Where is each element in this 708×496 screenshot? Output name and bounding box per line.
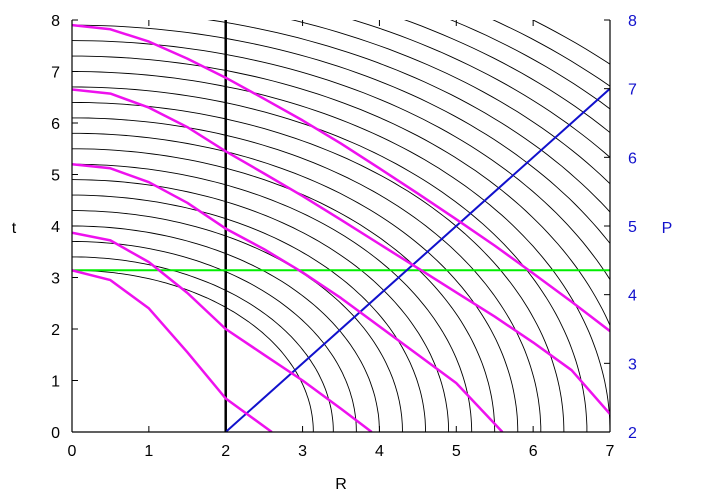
plot-area <box>72 20 610 432</box>
y-right-tick-label: 5 <box>628 219 637 236</box>
y-left-tick-label: 0 <box>51 425 60 442</box>
y-left-tick-label: 1 <box>51 374 60 391</box>
y-right-tick-label: 4 <box>628 288 637 305</box>
x-tick-label: 4 <box>375 443 384 460</box>
arc-0 <box>72 269 314 432</box>
y-left-tick-label: 7 <box>51 65 60 82</box>
arc-14 <box>72 55 610 327</box>
arc-22 <box>492 20 610 87</box>
x-tick-label: 3 <box>298 443 307 460</box>
arc-18 <box>290 20 610 185</box>
arc-12 <box>72 86 588 432</box>
arc-1 <box>72 256 334 432</box>
arc-3 <box>72 225 380 432</box>
magenta-curve-6 <box>72 88 610 415</box>
x-tick-label: 1 <box>144 443 153 460</box>
arc-15 <box>72 40 610 281</box>
arc-10 <box>72 117 542 432</box>
arc-17 <box>207 20 610 213</box>
y-left-tick-label: 8 <box>51 13 60 30</box>
arc-7 <box>72 163 473 432</box>
x-tick-label: 7 <box>606 443 615 460</box>
y-left-tick-label: 3 <box>51 271 60 288</box>
arc-19 <box>352 20 610 158</box>
arc-23 <box>532 20 610 65</box>
arc-20 <box>403 20 610 134</box>
magenta-curve-7 <box>72 23 610 333</box>
arc-8 <box>72 148 496 432</box>
arc-11 <box>72 101 565 432</box>
arc-21 <box>450 20 610 110</box>
plot-content <box>72 20 610 432</box>
magenta-curve-4 <box>72 231 373 432</box>
y-right-tick-label: 6 <box>628 150 637 167</box>
y-axis-left-label: t <box>12 220 17 237</box>
arc-5 <box>72 194 426 432</box>
y-axis-right-label: P <box>662 220 673 237</box>
y-left-tick-label: 4 <box>51 219 60 236</box>
blue-line <box>225 87 610 432</box>
x-tick-label: 6 <box>529 443 538 460</box>
y-right-tick-label: 8 <box>628 13 637 30</box>
arc-16 <box>72 24 610 245</box>
arc-2 <box>72 240 357 432</box>
arc-9 <box>72 132 519 432</box>
arc-6 <box>72 179 450 432</box>
x-axis-label: R <box>335 476 347 493</box>
arc-13 <box>72 71 610 432</box>
y-left-tick-label: 5 <box>51 168 60 185</box>
arc-4 <box>72 210 403 432</box>
x-tick-label: 0 <box>68 443 77 460</box>
y-right-tick-label: 3 <box>628 356 637 373</box>
y-left-tick-label: 2 <box>51 322 60 339</box>
magenta-curve-3 <box>72 269 273 432</box>
magenta-curve-5 <box>72 162 504 432</box>
y-right-tick-label: 2 <box>628 425 637 442</box>
y-left-tick-label: 6 <box>51 116 60 133</box>
y-right-tick-label: 7 <box>628 82 637 99</box>
axes: 0 1 2 3 4 5 6 7 0 1 2 3 4 5 6 7 8 2 3 4 5 6 7 8 <box>51 13 637 460</box>
x-tick-label: 2 <box>221 443 230 460</box>
x-tick-label: 5 <box>452 443 461 460</box>
